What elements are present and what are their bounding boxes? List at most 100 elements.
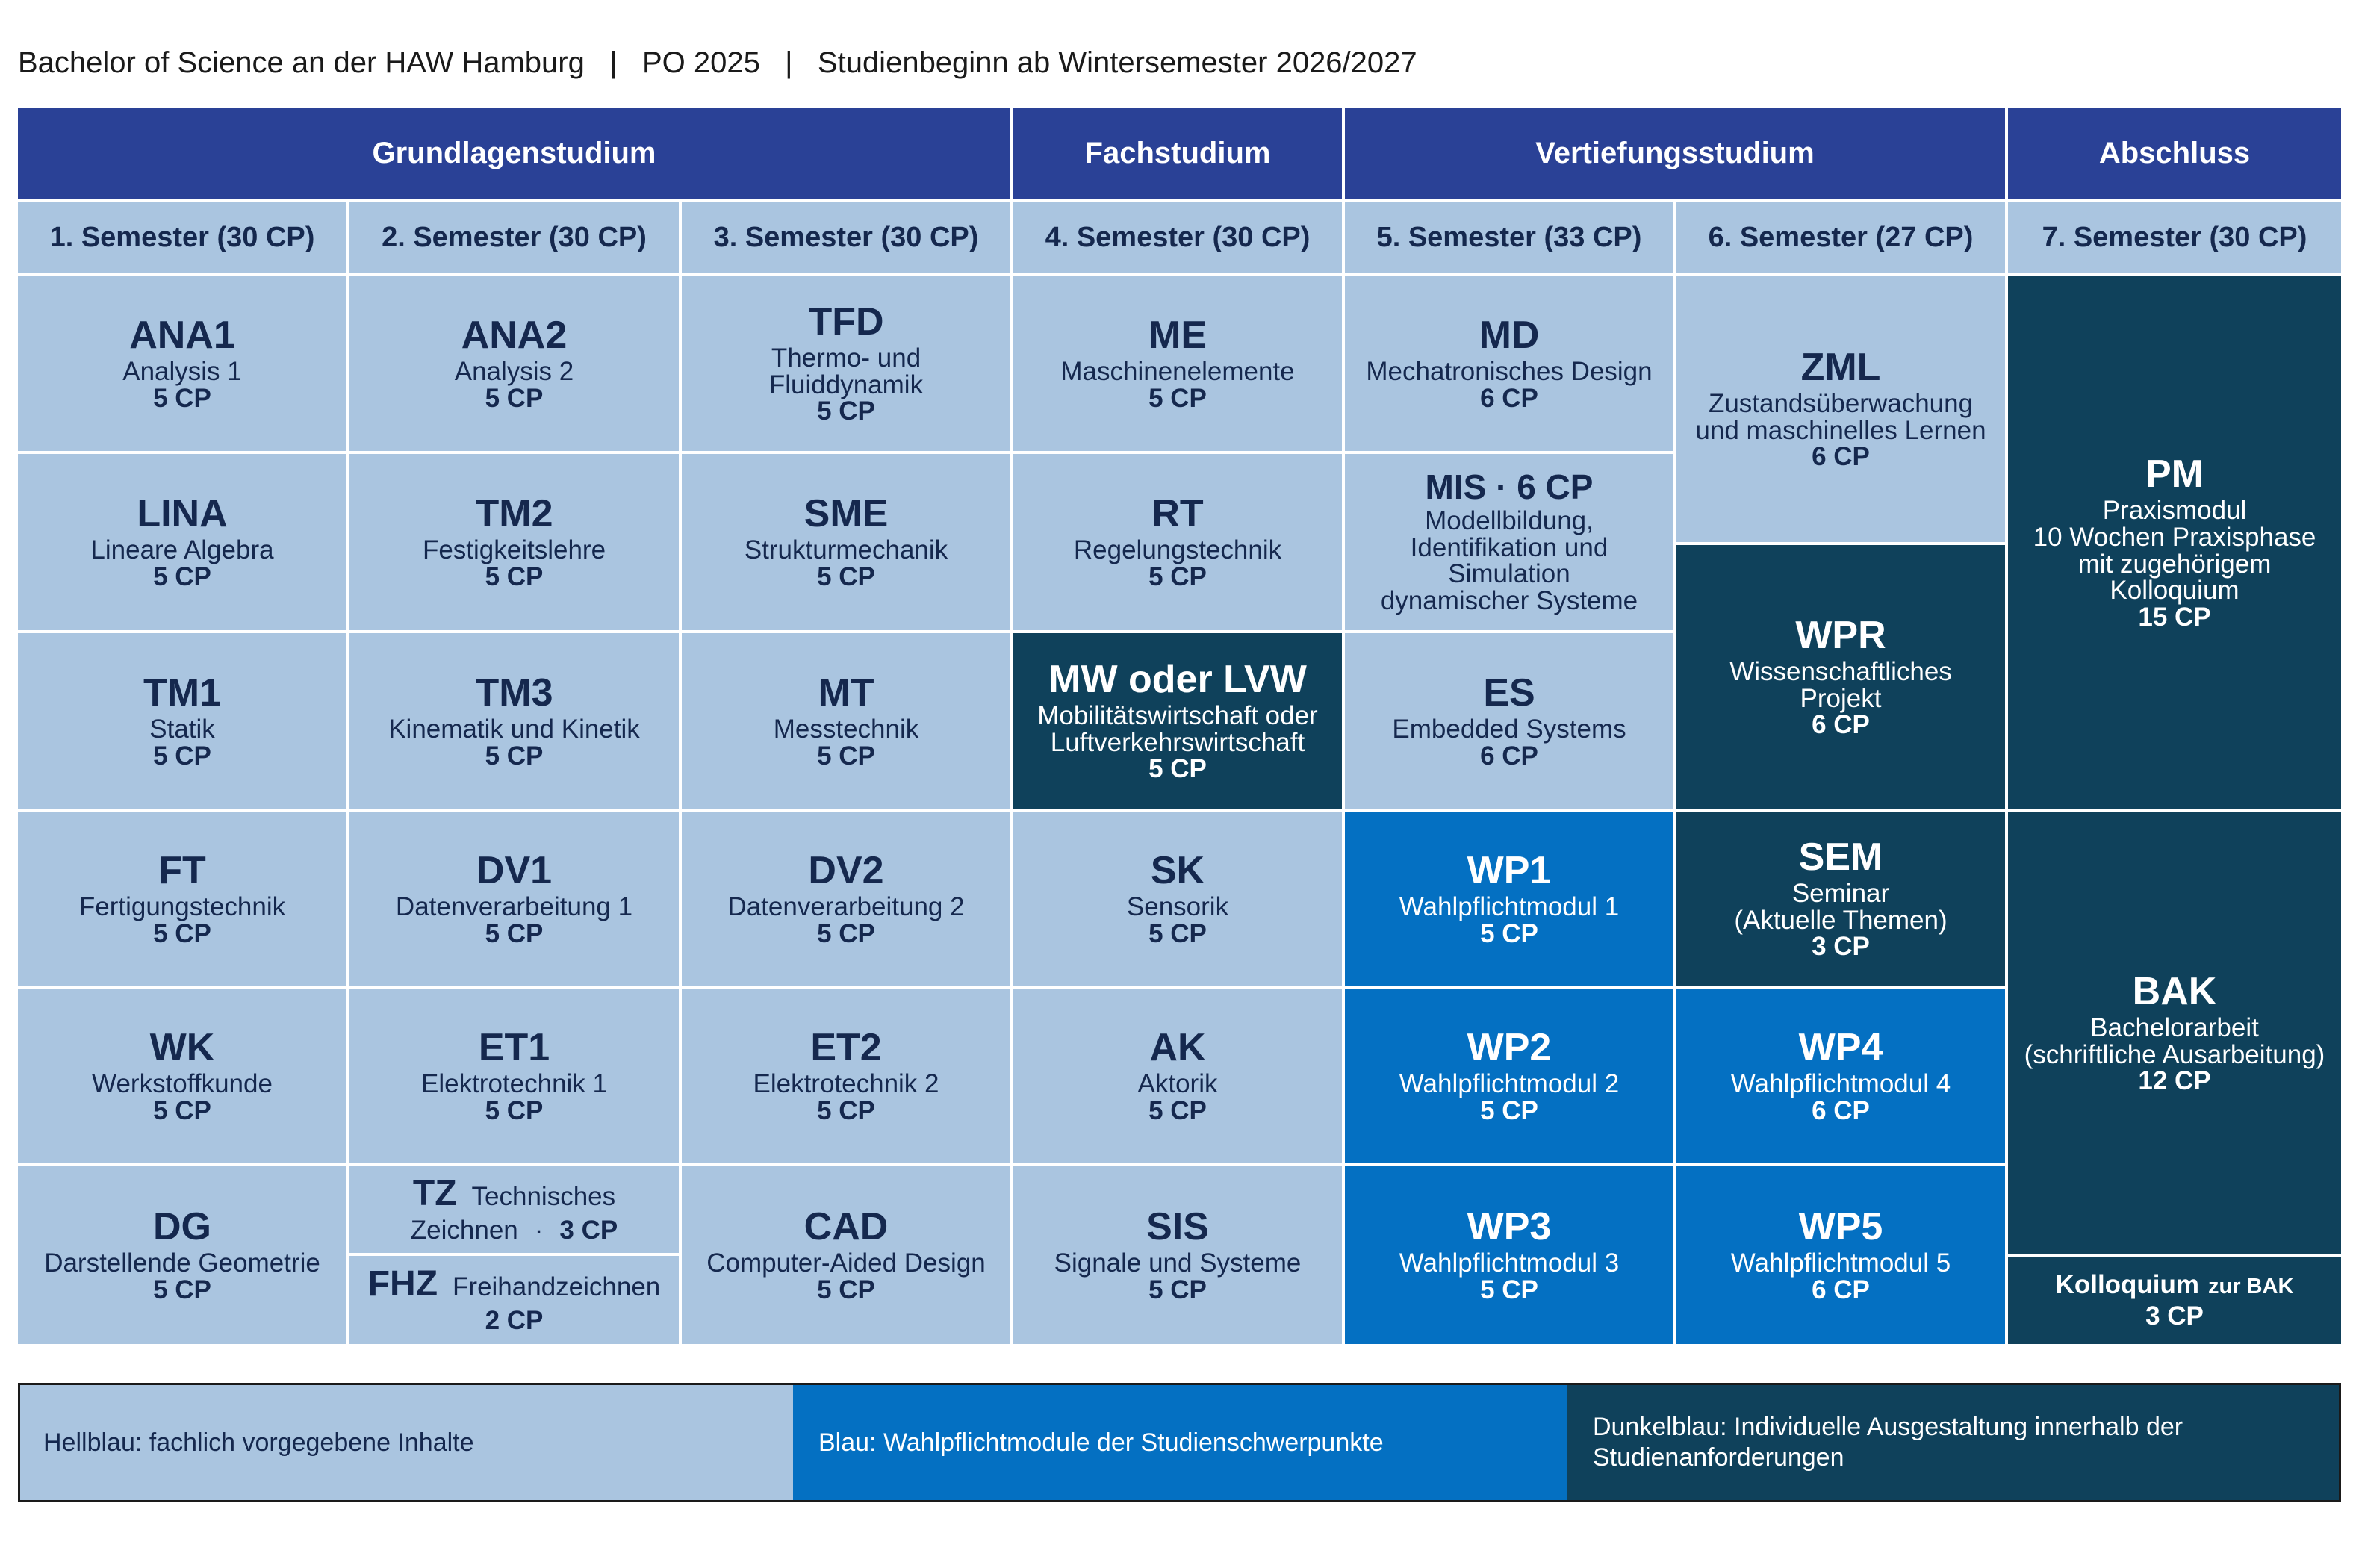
- module-cp: 5 CP: [1148, 561, 1207, 591]
- module-code: SEM: [1798, 835, 1883, 879]
- module-sis: SIS Signale und Systeme 5 CP: [1013, 1166, 1342, 1344]
- module-name: Analysis 2: [454, 356, 574, 386]
- module-dv2: DV2 Datenverarbeitung 2 5 CP: [682, 812, 1010, 986]
- module-mis: MIS · 6 CP Modellbildung, Identifikation…: [1345, 454, 1673, 630]
- module-sem: SEM Seminar (Aktuelle Themen) 3 CP: [1676, 812, 2005, 986]
- module-code: TFD: [808, 299, 884, 343]
- module-cp: 5 CP: [817, 561, 875, 591]
- module-bak: BAK Bachelorarbeit (schriftliche Ausarbe…: [2008, 812, 2341, 1254]
- module-tm3: TM3 Kinematik und Kinetik 5 CP: [349, 633, 679, 809]
- module-name: (Aktuelle Themen): [1734, 905, 1948, 935]
- module-code: ANA2: [461, 313, 568, 357]
- module-name: Praxismodul: [2102, 496, 2247, 526]
- module-ak: AK Aktorik 5 CP: [1013, 989, 1342, 1163]
- module-name: Wahlpflichtmodul 4: [1730, 1068, 1951, 1098]
- module-code: WP5: [1798, 1204, 1883, 1248]
- module-cp: 5 CP: [153, 918, 211, 948]
- module-cp: 5 CP: [817, 1095, 875, 1125]
- module-tz-line1: TZ Technisches: [413, 1175, 616, 1213]
- module-name: Statik: [149, 714, 215, 744]
- module-ft: FT Fertigungstechnik 5 CP: [18, 812, 346, 986]
- module-cad: CAD Computer-Aided Design 5 CP: [682, 1166, 1010, 1344]
- module-wp3: WP3 Wahlpflichtmodul 3 5 CP: [1345, 1166, 1673, 1344]
- module-mt: MT Messtechnik 5 CP: [682, 633, 1010, 809]
- module-code: DV2: [808, 848, 884, 892]
- module-cp: 15 CP: [2138, 603, 2211, 632]
- module-et2: ET2 Elektrotechnik 2 5 CP: [682, 989, 1010, 1163]
- module-name: Mechatronisches Design: [1366, 356, 1653, 386]
- module-name: Computer-Aided Design: [706, 1248, 986, 1278]
- module-cp: 6 CP: [1812, 442, 1870, 472]
- module-sme: SME Strukturmechanik 5 CP: [682, 454, 1010, 630]
- module-cp: 5 CP: [1148, 754, 1207, 784]
- module-name: Seminar: [1791, 878, 1890, 908]
- module-name: Signale und Systeme: [1054, 1248, 1302, 1278]
- semester-3-header: 3. Semester (30 CP): [682, 202, 1010, 273]
- module-cp: 5 CP: [485, 1095, 544, 1125]
- module-name: Wahlpflichtmodul 1: [1399, 892, 1620, 921]
- module-code: DV1: [476, 848, 553, 892]
- module-name: Werkstoffkunde: [92, 1068, 273, 1098]
- module-cp: 3 CP: [559, 1215, 618, 1245]
- module-code: ME: [1148, 313, 1207, 357]
- semester-5-header: 5. Semester (33 CP): [1345, 202, 1673, 273]
- separator: ·: [534, 1215, 544, 1245]
- module-name: Technisches: [471, 1181, 616, 1211]
- module-ana2: ANA2 Analysis 2 5 CP: [349, 276, 679, 451]
- module-cp: 6 CP: [1812, 710, 1870, 740]
- module-name: Datenverarbeitung 2: [727, 892, 965, 921]
- module-name: Lineare Algebra: [90, 535, 274, 564]
- module-name: Wahlpflichtmodul 2: [1399, 1068, 1620, 1098]
- module-kolloquium-line1: Kolloquium zur BAK: [2056, 1272, 2294, 1298]
- module-md: MD Mechatronisches Design 6 CP: [1345, 276, 1673, 451]
- module-cp: 5 CP: [1148, 383, 1207, 413]
- module-code: PM: [2145, 452, 2204, 497]
- module-name: Fertigungstechnik: [78, 892, 286, 921]
- module-name: Luftverkehrswirtschaft: [1050, 727, 1305, 757]
- module-cp: 5 CP: [485, 561, 544, 591]
- module-et1: ET1 Elektrotechnik 1 5 CP: [349, 989, 679, 1163]
- module-name: Thermo- und: [771, 343, 921, 373]
- module-code: WP4: [1798, 1025, 1883, 1069]
- module-name: Elektrotechnik 2: [753, 1068, 939, 1098]
- module-name: Analysis 1: [122, 356, 242, 386]
- module-code: DG: [153, 1204, 211, 1248]
- module-dg: DG Darstellende Geometrie 5 CP: [18, 1166, 346, 1344]
- module-name: Embedded Systems: [1392, 714, 1626, 744]
- module-code: TM3: [475, 671, 553, 715]
- module-cp: 5 CP: [817, 1275, 875, 1304]
- module-code: ZML: [1800, 345, 1881, 389]
- module-cp: 3 CP: [1812, 932, 1870, 962]
- module-name: Modellbildung,: [1425, 506, 1594, 536]
- module-code: WP1: [1467, 848, 1552, 892]
- module-code: MIS · 6 CP: [1425, 467, 1594, 507]
- module-cp: 6 CP: [1812, 1275, 1870, 1304]
- module-code: WPR: [1795, 613, 1886, 657]
- module-name: zur BAK: [2208, 1275, 2294, 1299]
- module-dv1: DV1 Datenverarbeitung 1 5 CP: [349, 812, 679, 986]
- module-code: SK: [1150, 848, 1205, 892]
- module-code: WP3: [1467, 1204, 1552, 1248]
- module-name: Messtechnik: [773, 714, 919, 744]
- semester-7-header: 7. Semester (30 CP): [2008, 202, 2341, 273]
- module-cp: 5 CP: [153, 383, 211, 413]
- module-code: BAK: [2132, 969, 2217, 1013]
- module-cp: 12 CP: [2138, 1066, 2211, 1096]
- module-code: MT: [818, 671, 874, 715]
- module-wp4: WP4 Wahlpflichtmodul 4 6 CP: [1676, 989, 2005, 1163]
- module-code: TM2: [475, 491, 553, 535]
- module-code: RT: [1151, 491, 1204, 535]
- semester-1-header: 1. Semester (30 CP): [18, 202, 346, 273]
- module-cp: 5 CP: [1480, 918, 1538, 948]
- module-name: Aktorik: [1137, 1068, 1218, 1098]
- module-wp2: WP2 Wahlpflichtmodul 2 5 CP: [1345, 989, 1673, 1163]
- module-sk: SK Sensorik 5 CP: [1013, 812, 1342, 986]
- semester-6-header: 6. Semester (27 CP): [1676, 202, 2005, 273]
- module-code: WP2: [1467, 1025, 1552, 1069]
- module-name: Elektrotechnik 1: [420, 1068, 608, 1098]
- module-name: Zeichnen: [410, 1215, 518, 1245]
- module-mw-lvw: MW oder LVW Mobilitätswirtschaft oder Lu…: [1013, 633, 1342, 809]
- module-name: 10 Wochen Praxisphase: [2033, 522, 2316, 552]
- module-name: (schriftliche Ausarbeitung): [2024, 1039, 2325, 1069]
- phase-vertiefungsstudium: Vertiefungsstudium: [1345, 108, 2005, 199]
